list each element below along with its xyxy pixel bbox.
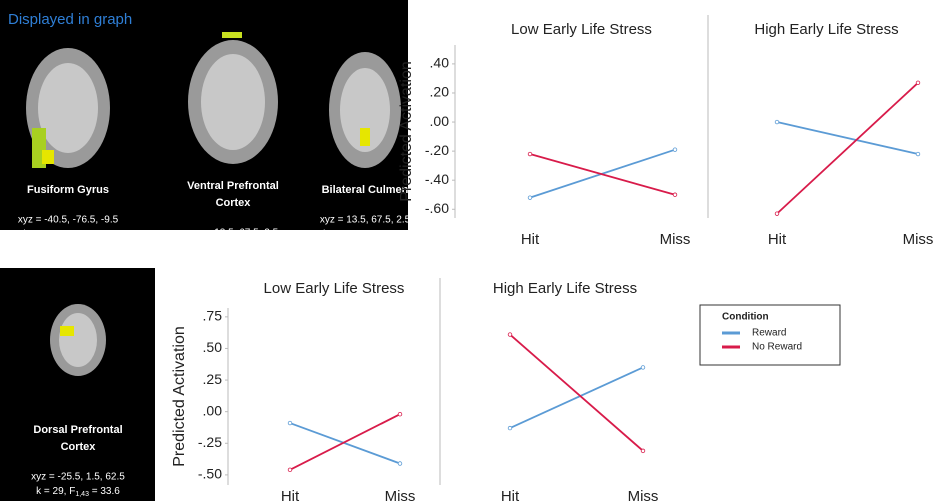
x-tick-label: Miss xyxy=(385,488,416,501)
region-stats: k = 58, F1,43 = 33.2 xyxy=(323,229,407,241)
x-tick-label: Hit xyxy=(281,488,300,501)
point xyxy=(528,152,532,156)
panel-note: Displayed in graph xyxy=(8,11,132,28)
stat-k: k = 58, F xyxy=(323,229,362,240)
y-tick-label: -.60 xyxy=(425,200,449,216)
point xyxy=(775,212,779,216)
y-axis-label: Predicted Activation xyxy=(171,326,188,467)
point xyxy=(528,196,532,200)
series-line xyxy=(530,154,675,195)
y-tick-label: .00 xyxy=(203,402,223,418)
facet-title: High Early Life Stress xyxy=(754,21,898,38)
region-name: Cortex xyxy=(216,197,252,209)
y-tick-label: .40 xyxy=(430,55,450,71)
point xyxy=(775,120,779,124)
point xyxy=(916,152,920,156)
series-line xyxy=(290,423,400,463)
y-tick-label: .25 xyxy=(203,371,223,387)
legend-title: Condition xyxy=(722,312,769,323)
stat-sub: 1,43 xyxy=(68,234,82,241)
legend-label: No Reward xyxy=(752,342,802,353)
y-tick-label: -.20 xyxy=(425,142,449,158)
figure: Displayed in graph Fusiform Gyrus xyz = -… xyxy=(0,0,951,501)
x-tick-label: Miss xyxy=(903,231,934,248)
facet-title: Low Early Life Stress xyxy=(511,21,652,38)
series-line xyxy=(510,367,643,428)
region-coords: xyz = 13.5, 67.5, 2.5 xyxy=(188,228,279,239)
x-tick-label: Miss xyxy=(628,488,659,501)
series-line xyxy=(510,335,643,451)
point xyxy=(673,148,677,152)
y-tick-label: .50 xyxy=(203,339,223,355)
point xyxy=(673,193,677,197)
y-tick-label: -.40 xyxy=(425,171,449,187)
y-axis-label: Predicted Activation xyxy=(398,61,415,202)
brain-panel xyxy=(0,268,155,501)
region-name: Bilateral Culmen xyxy=(322,184,409,196)
stat-k: k = 29, F xyxy=(36,486,75,497)
series-line xyxy=(290,414,400,470)
facet-title: Low Early Life Stress xyxy=(264,280,405,297)
region-name: Cortex xyxy=(61,441,97,453)
stat-sub: 1,43 xyxy=(75,491,89,498)
facet-title: High Early Life Stress xyxy=(493,280,637,297)
region-stats: k = 171, F1,43 = 43.8 xyxy=(23,229,113,241)
point xyxy=(288,468,292,472)
point xyxy=(288,421,292,425)
point xyxy=(641,449,645,453)
legend-label: Reward xyxy=(752,328,786,339)
point xyxy=(641,366,645,370)
stat-k: k = 171, F xyxy=(23,229,68,240)
x-tick-label: Miss xyxy=(660,231,691,248)
stat-f: = 33.2 xyxy=(376,229,407,240)
point xyxy=(508,426,512,430)
series-line xyxy=(777,83,918,214)
y-tick-label: -.25 xyxy=(198,434,222,450)
y-tick-label: .00 xyxy=(430,113,450,129)
region-name: Fusiform Gyrus xyxy=(27,184,109,196)
x-tick-label: Hit xyxy=(521,231,540,248)
point xyxy=(398,462,402,466)
stat-f: = 43.8 xyxy=(82,229,113,240)
stat-sub: 1,43 xyxy=(362,234,376,241)
stat-f: = 22.3 xyxy=(244,242,275,253)
y-tick-label: .75 xyxy=(203,308,223,324)
point xyxy=(398,412,402,416)
stat-sub: 1,43 xyxy=(230,247,244,254)
point xyxy=(916,81,920,85)
region-coords: xyz = -40.5, -76.5, -9.5 xyxy=(18,215,119,226)
y-tick-label: -.50 xyxy=(198,466,222,482)
stat-k: k = 58, F xyxy=(191,242,230,253)
region-coords: xyz = 13.5, 67.5, 2.5 xyxy=(320,215,411,226)
point xyxy=(508,333,512,337)
x-tick-label: Hit xyxy=(501,488,520,501)
region-stats: k = 58, F1,43 = 22.3 xyxy=(191,242,275,254)
region-name: Dorsal Prefrontal xyxy=(33,424,122,436)
region-name: Ventral Prefrontal xyxy=(187,180,279,192)
stat-f: = 33.6 xyxy=(89,486,120,497)
y-tick-label: .20 xyxy=(430,84,450,100)
region-coords: xyz = -25.5, 1.5, 62.5 xyxy=(31,472,125,483)
x-tick-label: Hit xyxy=(768,231,787,248)
